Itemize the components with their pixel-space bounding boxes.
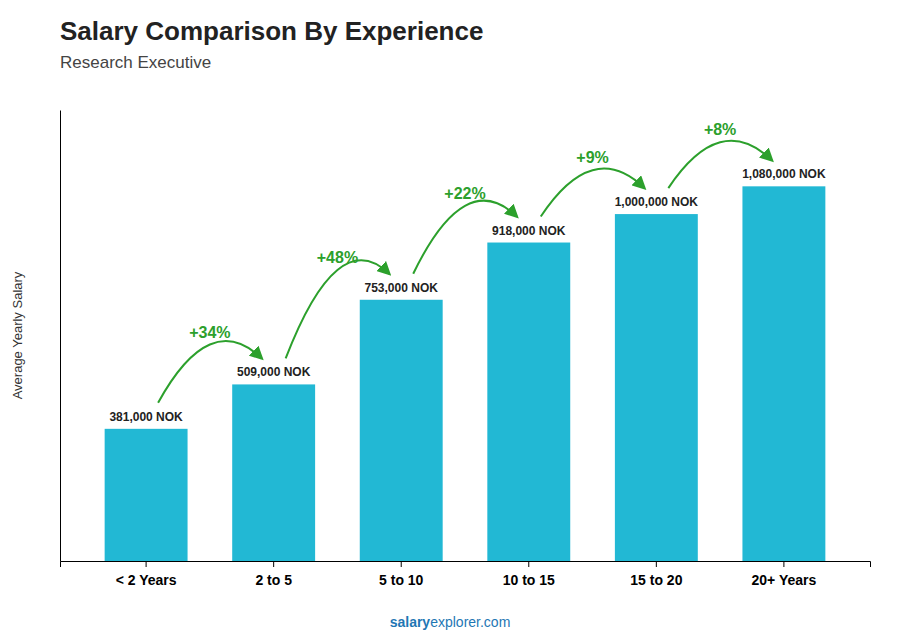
bar [742,186,825,561]
footer: salaryexplorer.com [390,614,511,630]
data-label: 1,000,000 NOK [615,195,699,209]
x-tick-label: < 2 Years [116,572,177,588]
footer-part: explorer.com [430,614,510,630]
annotation-arrow [668,141,772,188]
data-labels: 381,000 NOK 509,000 NOK 753,000 NOK 918,000… [109,167,826,423]
x-tick-mark [528,561,529,567]
x-tick: < 2 Years [116,561,177,588]
chart: Salary Comparison By Experience Research … [0,0,900,641]
bar [232,384,315,561]
annotation: +9% [576,149,608,166]
annotation: +48% [317,249,358,266]
bar [105,429,188,561]
bar [360,300,443,561]
x-tick-mark [146,561,147,567]
x-tick-mark [656,561,657,567]
annotation-arrow [413,201,517,274]
annotation: +8% [704,121,736,138]
data-label: 509,000 NOK [237,365,311,379]
plot-area: < 2 Years 2 to 5 5 to 10 10 to 15 15 to 20 20… [61,111,871,589]
data-label: 1,080,000 NOK [742,167,826,181]
x-tick: 5 to 10 [379,561,424,588]
x-axis: < 2 Years 2 to 5 5 to 10 10 to 15 15 to 20 20… [61,561,871,588]
x-tick-label: 20+ Years [752,572,817,588]
x-tick: 2 to 5 [255,561,292,588]
subtitle: Research Executive [60,53,211,72]
annotation-arrow [286,260,390,358]
x-tick-mark [273,561,274,567]
annotation: +34% [189,324,230,341]
x-tick: 20+ Years [752,561,817,588]
x-tick: 10 to 15 [503,561,555,588]
data-label: 381,000 NOK [109,410,183,424]
x-tick-mark [401,561,402,567]
data-label: 753,000 NOK [365,281,439,295]
x-tick-mark [783,561,784,567]
x-axis-line [61,562,871,568]
x-tick-label: 5 to 10 [379,572,424,588]
annotation-arrow [541,169,645,217]
x-tick-label: 10 to 15 [503,572,555,588]
y-axis-line [60,111,61,562]
bars [105,186,826,561]
x-tick-label: 15 to 20 [630,572,682,588]
bar [615,214,698,561]
x-tick: 15 to 20 [630,561,682,588]
annotation-arrow [158,341,262,403]
data-label: 918,000 NOK [492,224,566,238]
annotation: +22% [444,185,485,202]
footer-part: salary [390,614,431,630]
annotations: +34% +48% +22% +9% +8% [158,121,772,403]
x-tick-label: 2 to 5 [255,572,292,588]
title: Salary Comparison By Experience [60,16,483,46]
bar [487,243,570,561]
y-axis [60,111,61,562]
y-axis-title: Average Yearly Salary [10,271,25,399]
